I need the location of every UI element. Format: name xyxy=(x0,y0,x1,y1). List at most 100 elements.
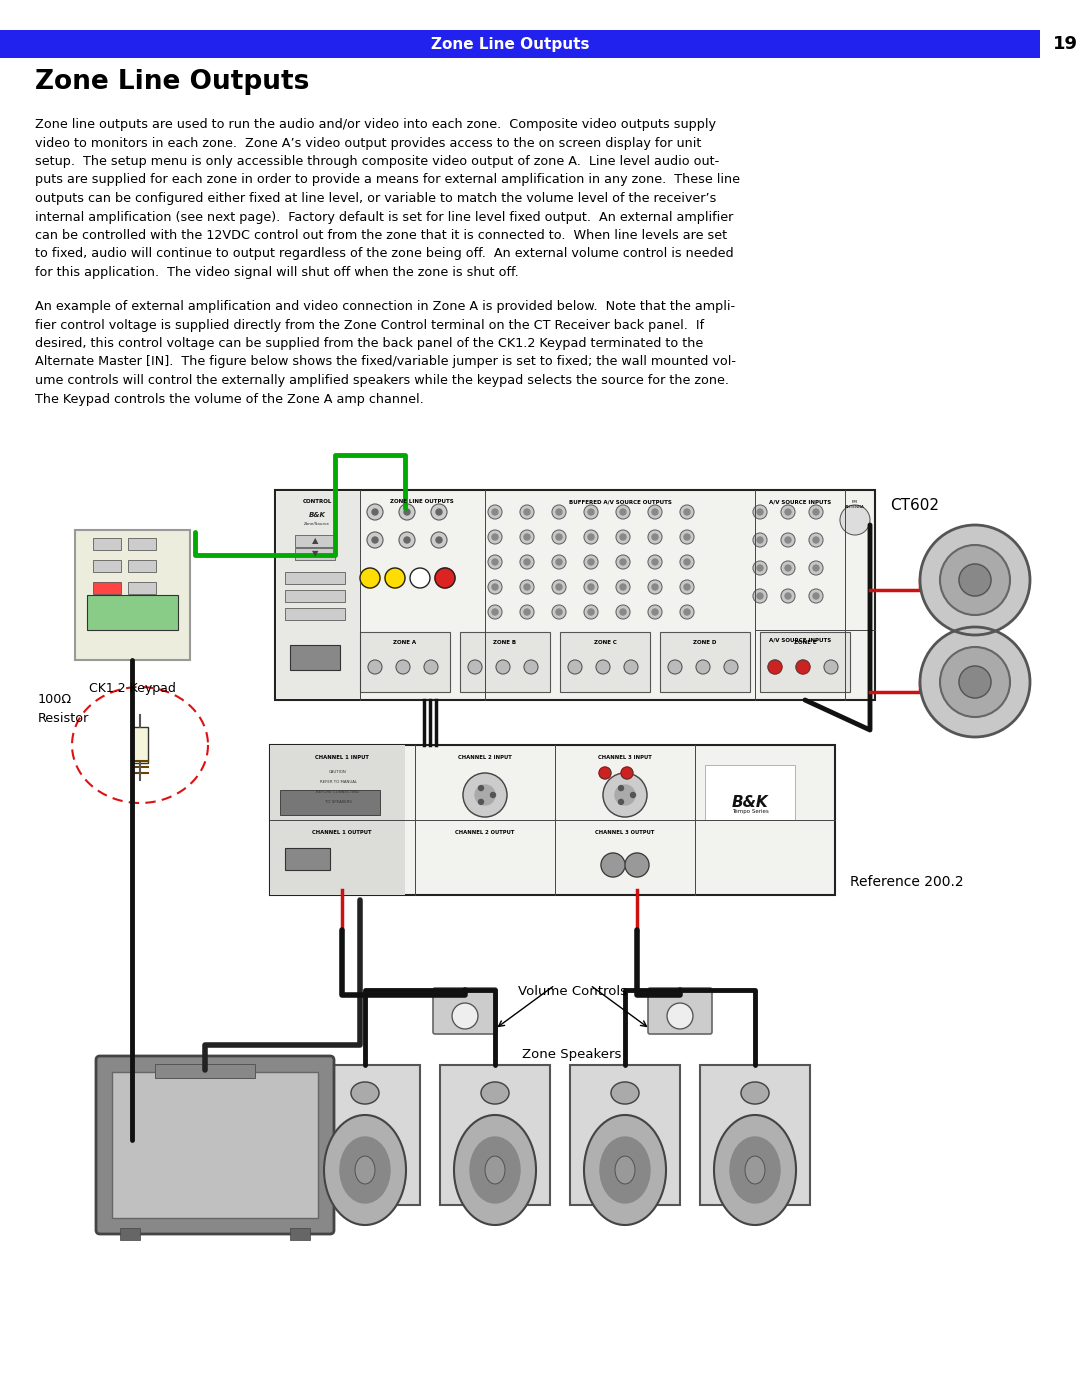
Circle shape xyxy=(648,504,662,520)
Ellipse shape xyxy=(481,1083,509,1104)
Circle shape xyxy=(524,559,530,564)
Bar xyxy=(570,1065,680,1206)
Text: ▲: ▲ xyxy=(312,536,319,545)
Text: CK1.2 Keypad: CK1.2 Keypad xyxy=(89,682,175,694)
Circle shape xyxy=(757,509,762,515)
Text: Zone/Source: Zone/Source xyxy=(305,522,329,527)
Circle shape xyxy=(768,659,782,673)
Circle shape xyxy=(368,659,382,673)
Circle shape xyxy=(680,529,694,543)
Circle shape xyxy=(652,559,658,564)
Circle shape xyxy=(588,559,594,564)
Bar xyxy=(285,848,330,870)
Bar xyxy=(120,1228,140,1241)
Text: CHANNEL 1 OUTPUT: CHANNEL 1 OUTPUT xyxy=(312,830,372,835)
Text: ZONE A: ZONE A xyxy=(393,640,417,645)
Circle shape xyxy=(625,854,649,877)
Bar xyxy=(360,631,450,692)
Circle shape xyxy=(669,659,681,673)
Circle shape xyxy=(492,534,498,541)
Circle shape xyxy=(616,555,630,569)
Bar xyxy=(660,631,750,692)
Text: CAUTION: CAUTION xyxy=(329,770,347,774)
Text: Resistor: Resistor xyxy=(38,712,90,725)
Circle shape xyxy=(824,659,838,673)
Circle shape xyxy=(492,609,498,615)
Text: B&K: B&K xyxy=(309,511,325,518)
Circle shape xyxy=(588,609,594,615)
Circle shape xyxy=(809,534,823,548)
Circle shape xyxy=(332,785,352,805)
Circle shape xyxy=(524,584,530,590)
Circle shape xyxy=(616,504,630,520)
Ellipse shape xyxy=(714,1115,796,1225)
Circle shape xyxy=(620,559,626,564)
Circle shape xyxy=(568,659,582,673)
Text: Zone Line Outputs: Zone Line Outputs xyxy=(431,36,590,52)
Text: for this application.  The video signal will shut off when the zone is shut off.: for this application. The video signal w… xyxy=(35,265,518,279)
Text: REFER TO MANUAL: REFER TO MANUAL xyxy=(320,780,356,784)
Bar xyxy=(700,1065,810,1206)
Circle shape xyxy=(616,580,630,594)
Circle shape xyxy=(584,504,598,520)
Text: video to monitors in each zone.  Zone A’s video output provides access to the on: video to monitors in each zone. Zone A’s… xyxy=(35,137,701,149)
Circle shape xyxy=(652,609,658,615)
Text: Zone Line Outputs: Zone Line Outputs xyxy=(35,68,309,95)
Text: ▼: ▼ xyxy=(312,549,319,559)
Circle shape xyxy=(620,534,626,541)
Ellipse shape xyxy=(470,1137,519,1203)
Circle shape xyxy=(684,509,690,515)
Circle shape xyxy=(524,509,530,515)
Circle shape xyxy=(616,605,630,619)
Ellipse shape xyxy=(454,1115,536,1225)
Ellipse shape xyxy=(745,1155,765,1185)
Circle shape xyxy=(519,580,534,594)
Circle shape xyxy=(492,584,498,590)
Circle shape xyxy=(436,536,442,543)
Circle shape xyxy=(478,785,484,791)
Text: desired, this control voltage can be supplied from the back panel of the CK1.2 K: desired, this control voltage can be sup… xyxy=(35,337,703,351)
Text: TO SPEAKERS: TO SPEAKERS xyxy=(325,800,351,805)
Bar xyxy=(460,631,550,692)
Circle shape xyxy=(680,504,694,520)
Text: can be controlled with the 12VDC control out from the zone that it is connected : can be controlled with the 12VDC control… xyxy=(35,229,727,242)
Circle shape xyxy=(475,785,495,805)
Circle shape xyxy=(785,509,791,515)
Circle shape xyxy=(519,504,534,520)
Circle shape xyxy=(813,592,819,599)
Text: BEFORE CONNECTING: BEFORE CONNECTING xyxy=(316,789,360,793)
Circle shape xyxy=(556,534,562,541)
Bar xyxy=(285,608,345,620)
Circle shape xyxy=(552,605,566,619)
Circle shape xyxy=(399,504,415,520)
Circle shape xyxy=(492,559,498,564)
Circle shape xyxy=(488,529,502,543)
Bar xyxy=(760,631,850,692)
Circle shape xyxy=(435,569,455,588)
Bar xyxy=(285,590,345,602)
Circle shape xyxy=(519,555,534,569)
Bar xyxy=(129,560,156,571)
Circle shape xyxy=(556,509,562,515)
Bar xyxy=(156,1065,255,1078)
Circle shape xyxy=(920,627,1030,738)
Bar xyxy=(561,631,650,692)
Text: CHANNEL 3 INPUT: CHANNEL 3 INPUT xyxy=(598,754,652,760)
Circle shape xyxy=(552,580,566,594)
Text: Volume Controls: Volume Controls xyxy=(517,985,626,997)
Circle shape xyxy=(424,659,438,673)
Text: CT602: CT602 xyxy=(890,497,939,513)
Circle shape xyxy=(488,605,502,619)
Text: CHANNEL 2 OUTPUT: CHANNEL 2 OUTPUT xyxy=(456,830,515,835)
FancyBboxPatch shape xyxy=(96,1056,334,1234)
Circle shape xyxy=(840,504,870,535)
Circle shape xyxy=(384,569,405,588)
Circle shape xyxy=(753,562,767,576)
Circle shape xyxy=(404,536,410,543)
Circle shape xyxy=(652,534,658,541)
Bar xyxy=(440,1065,550,1206)
Circle shape xyxy=(619,799,623,805)
Circle shape xyxy=(320,773,364,817)
Ellipse shape xyxy=(741,1083,769,1104)
Circle shape xyxy=(588,509,594,515)
